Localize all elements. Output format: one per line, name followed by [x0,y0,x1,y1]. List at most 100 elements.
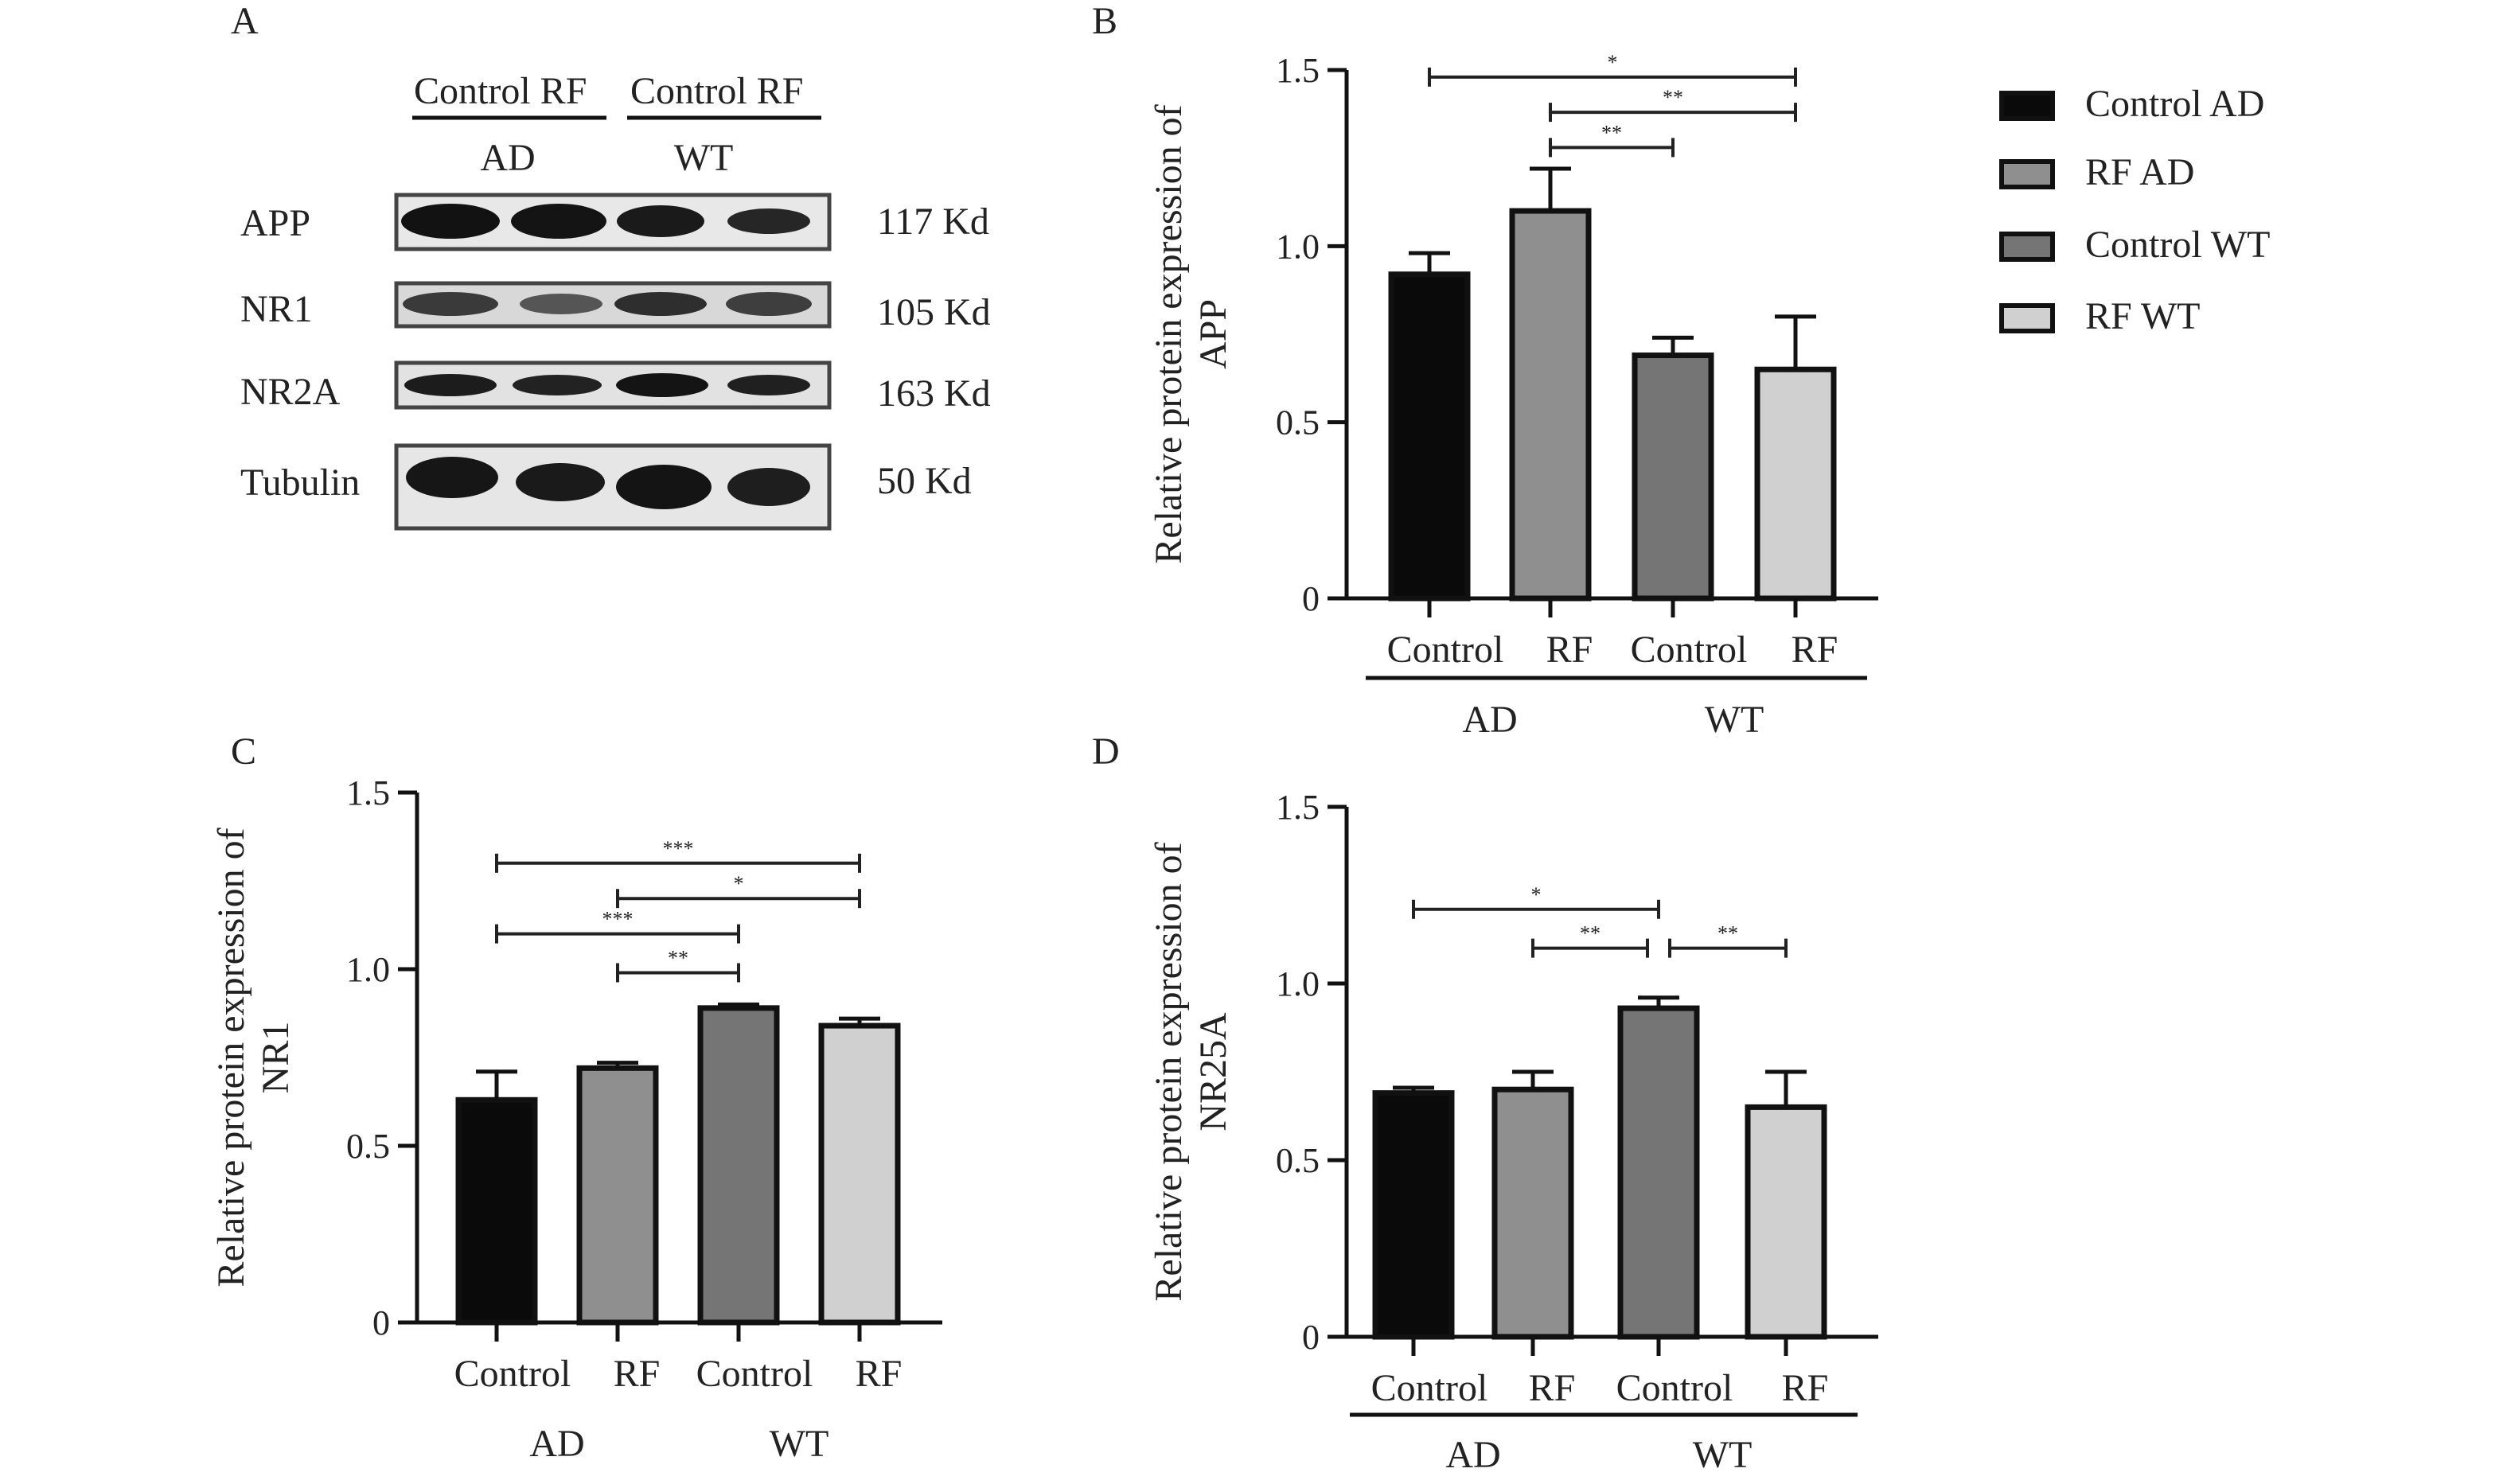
chart-panel-d: 0 0.5 1.0 1.5 Relative protein expression of… [1148,788,1878,1476]
y-tick-label: 0 [372,1303,390,1342]
bar-rf-wt [818,1022,901,1326]
bar-control-wt [1632,352,1714,602]
group-label: WT [1693,1434,1753,1476]
x-tick-label: RF [1529,1367,1576,1409]
bar-control-ad [455,1096,538,1326]
bar-rf-ad [1509,208,1592,602]
significance-label: *** [602,908,634,931]
bar-control-wt [697,1005,780,1326]
bar-control-wt [1617,1005,1700,1340]
y-tick-label: 1.0 [1276,964,1320,1003]
significance-label: ** [1580,922,1601,945]
blot-band [617,205,704,237]
y-axis-label: APP [1192,299,1234,369]
group-label: WT [1705,699,1764,741]
significance-label: * [734,872,744,895]
y-axis-label: Relative protein expression of [210,828,252,1287]
blot-band [727,468,810,506]
panel-label-a: A [231,0,259,42]
blot-size-nr2a: 163 Kd [877,372,991,415]
y-axis-label: NR1 [255,1022,297,1094]
group-label: WT [770,1423,829,1465]
group-label: AD [1445,1434,1500,1476]
panel-label-c: C [231,730,256,773]
y-tick-label: 1.0 [346,950,390,989]
blot-protein-nr2a: NR2A [240,371,341,413]
significance-label: *** [663,837,694,860]
blot-band [401,204,500,239]
x-tick-label: RF [1782,1367,1829,1409]
blot-size-nr1: 105 Kd [877,291,991,333]
blot-group-ad: AD [480,137,535,179]
y-tick-label: 0.5 [346,1127,390,1166]
bar-rf-ad [576,1065,659,1326]
x-tick-label: RF [1546,629,1593,671]
x-tick-label: Control [1616,1367,1733,1409]
legend-label-control-ad: Control AD [2085,83,2264,125]
significance-label: * [1608,51,1618,74]
legend-label-rf-ad: RF AD [2085,151,2194,193]
x-tick-label: Control [696,1353,813,1395]
y-axis-label: NR25A [1192,1012,1234,1132]
legend-label-control-wt: Control WT [2085,224,2270,266]
x-tick-label: Control [1387,629,1504,671]
blot-band [520,294,602,314]
blot-band [727,208,810,234]
bar-rf-wt [1745,1104,1827,1340]
legend-swatch-control-ad [1999,91,2055,121]
blot-band [403,292,498,316]
legend-swatch-control-wt [1999,232,2055,262]
chart-panel-c: 0 0.5 1.0 1.5 Relative protein expression of… [210,773,942,1465]
x-tick-label: RF [614,1353,661,1395]
y-axis-label: Relative protein expression of [1148,842,1190,1301]
legend-swatch-rf-wt [1999,303,2055,333]
blot-band [406,457,498,498]
bar-rf-wt [1754,366,1837,602]
blot-protein-nr1: NR1 [240,288,313,330]
x-tick-label: RF [1792,629,1838,671]
y-tick-label: 1.5 [1276,788,1320,827]
y-tick-label: 0.5 [1276,403,1320,442]
bar-control-ad [1388,271,1471,602]
y-tick-label: 1.5 [346,773,390,812]
legend: Control AD RF AD Control WT RF WT [1999,83,2270,337]
blot-band [614,292,707,316]
blot-band [616,465,712,509]
bar-rf-ad [1491,1086,1574,1340]
blot-protein-tubulin: Tubulin [240,462,360,504]
legend-label-rf-wt: RF WT [2085,295,2200,337]
y-tick-label: 1.0 [1276,227,1320,266]
y-tick-label: 1.5 [1276,51,1320,90]
x-tick-label: RF [856,1353,903,1395]
blot-band [616,373,708,397]
western-blot: Control RF Control RF AD WT APP 117 Kd N… [240,70,991,531]
significance-label: ** [1717,922,1738,945]
group-label: AD [529,1423,584,1465]
y-tick-label: 0 [1302,1318,1320,1357]
significance-label: * [1531,883,1542,906]
y-axis-label: Relative protein expression of [1148,104,1190,563]
x-tick-label: Control [1631,629,1748,671]
bar-control-ad [1372,1090,1455,1340]
blot-band [726,292,812,316]
x-tick-label: Control [454,1353,571,1395]
x-tick-label: Control [1371,1367,1488,1409]
panel-label-d: D [1092,730,1120,773]
group-label: AD [1462,699,1517,741]
significance-label: ** [1601,121,1622,144]
blot-band [511,204,606,239]
chart-panel-b: 0 0.5 1.0 1.5 Relative protein expression of… [1148,51,1878,741]
panel-label-b: B [1092,0,1117,42]
blot-band [513,375,602,395]
blot-group-wt: WT [674,137,734,179]
y-tick-label: 0.5 [1276,1141,1320,1180]
significance-label: ** [668,946,688,969]
blot-size-app: 117 Kd [877,201,989,243]
blot-protein-app: APP [240,202,310,244]
significance-label: ** [1663,86,1683,109]
blot-band [516,463,605,501]
blot-size-tubulin: 50 Kd [877,460,972,502]
legend-swatch-rf-ad [1999,159,2055,189]
blot-header-wt: Control RF [630,70,803,112]
